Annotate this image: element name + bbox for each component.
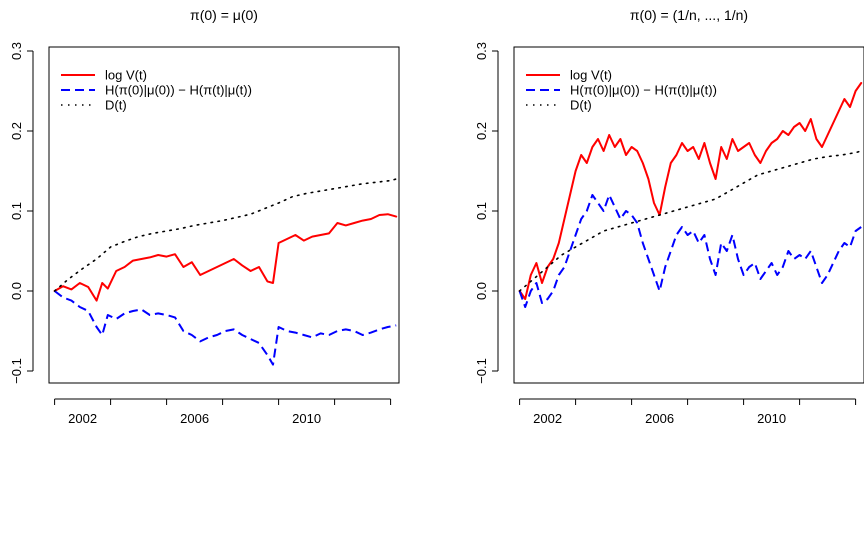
y-tick-label: 0.2 <box>474 122 489 140</box>
x-tick-label: 2006 <box>645 411 674 426</box>
legend-label: D(t) <box>570 98 592 113</box>
legend-label: log V(t) <box>570 68 612 83</box>
x-tick-label: 2010 <box>292 411 321 426</box>
legend-label: log V(t) <box>105 68 147 83</box>
x-tick-label: 2006 <box>180 411 209 426</box>
series-line-log-v <box>53 213 398 302</box>
legend-label: H(π(0)|μ(0)) − H(π(t)|μ(t)) <box>570 83 717 98</box>
series-group <box>53 178 398 366</box>
panel-right: π(0) = (1/n, ..., 1/n) 2002 2006 2010 −0.1 0.… <box>474 7 864 426</box>
series-group <box>518 82 863 308</box>
y-tick-label: 0.2 <box>9 122 24 140</box>
y-tick-label: −0.1 <box>9 358 24 384</box>
series-line-log-v <box>518 82 863 300</box>
y-tick-label: 0.0 <box>474 282 489 300</box>
chart-title: π(0) = μ(0) <box>190 7 258 23</box>
plot-box <box>513 46 864 384</box>
x-tick-label: 2010 <box>757 411 786 426</box>
series-line-entropy-diff <box>518 194 862 308</box>
y-tick-label: 0.1 <box>9 202 24 220</box>
series-line-drift <box>53 178 398 292</box>
x-tick-label: 2002 <box>533 411 562 426</box>
chart-title: π(0) = (1/n, ..., 1/n) <box>630 7 748 23</box>
series-line-entropy-diff <box>53 290 397 366</box>
y-tick-label: 0.3 <box>474 42 489 60</box>
plot-box <box>48 46 400 384</box>
y-tick-label: 0.3 <box>9 42 24 60</box>
y-tick-label: 0.1 <box>474 202 489 220</box>
x-tick-label: 2002 <box>68 411 97 426</box>
panel-left: π(0) = μ(0) 2002 2006 2010 −0.1 0.0 0.1 0.2 0.3 l… <box>9 7 400 426</box>
y-tick-label: 0.0 <box>9 282 24 300</box>
legend-label: H(π(0)|μ(0)) − H(π(t)|μ(t)) <box>105 83 252 98</box>
y-tick-label: −0.1 <box>474 358 489 384</box>
series-line-drift <box>518 150 863 292</box>
legend-label: D(t) <box>105 98 127 113</box>
